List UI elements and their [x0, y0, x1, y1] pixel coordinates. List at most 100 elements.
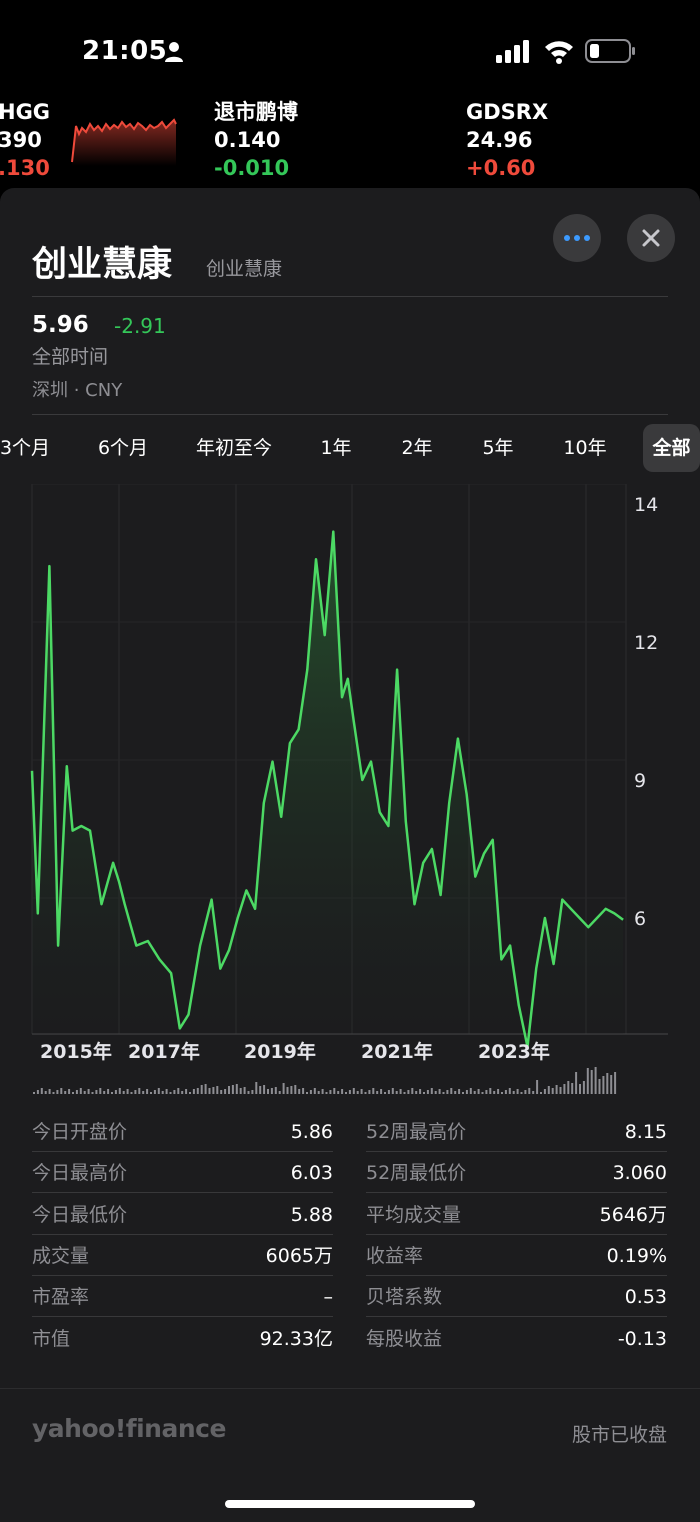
- volume-bar: [181, 1091, 184, 1094]
- stat-row: 市值 92.33亿: [32, 1319, 333, 1359]
- volume-bar: [313, 1088, 316, 1094]
- volume-bar: [157, 1088, 160, 1094]
- stat-row: 成交量 6065万: [32, 1236, 333, 1276]
- ticker-price: 24.96: [466, 128, 533, 152]
- volume-bar: [40, 1088, 43, 1094]
- volume-bar: [270, 1088, 273, 1094]
- ticker-item[interactable]: GDSRX 24.96 +0.60: [466, 98, 606, 182]
- y-tick-label: 14: [634, 494, 658, 516]
- volume-bar: [189, 1092, 191, 1094]
- stat-label: 成交量: [32, 1244, 90, 1267]
- volume-bar: [501, 1092, 503, 1094]
- yahoo-finance-logo[interactable]: yahoo!finance: [32, 1414, 226, 1443]
- stat-divider: [32, 1192, 333, 1194]
- volume-bar: [407, 1090, 410, 1094]
- ticker-item[interactable]: HGG 390 .130: [0, 98, 68, 182]
- more-button[interactable]: [553, 214, 601, 262]
- volume-bar: [442, 1092, 445, 1094]
- volume-bar: [477, 1089, 480, 1094]
- volume-bar: [571, 1083, 574, 1094]
- range-tab-ytd[interactable]: 年初至今: [195, 437, 272, 459]
- ticker-change: -0.010: [214, 156, 290, 180]
- range-tab-all[interactable]: 全部: [643, 424, 700, 472]
- exchange-currency: 深圳 · CNY: [32, 380, 123, 401]
- volume-bar: [99, 1088, 102, 1094]
- range-tab-3m[interactable]: 3个月: [0, 437, 51, 459]
- volume-bar: [243, 1087, 246, 1094]
- volume-bar: [606, 1073, 609, 1094]
- volume-bar: [532, 1091, 535, 1094]
- volume-bar: [33, 1092, 35, 1094]
- stat-value: -0.13: [617, 1327, 667, 1350]
- volume-bar: [274, 1087, 277, 1094]
- ticker-sparkline: [71, 118, 177, 166]
- range-tab-1y[interactable]: 1年: [320, 437, 352, 459]
- stat-value: 0.53: [624, 1286, 667, 1309]
- close-button[interactable]: [627, 214, 675, 262]
- stat-divider: [366, 1274, 667, 1276]
- x-tick-label: 2017年: [128, 1040, 200, 1063]
- volume-bar: [543, 1089, 546, 1094]
- volume-bar: [87, 1089, 90, 1094]
- range-tab-2y[interactable]: 2年: [401, 437, 433, 459]
- stat-value: 6.03: [290, 1162, 333, 1185]
- stat-divider: [32, 1151, 333, 1152]
- volume-bar: [434, 1091, 437, 1094]
- range-tab-10y[interactable]: 10年: [563, 437, 607, 459]
- volume-bar: [212, 1087, 215, 1094]
- volume-bar: [462, 1092, 464, 1094]
- volume-bar: [75, 1090, 78, 1094]
- range-tab-5y[interactable]: 5年: [482, 437, 514, 459]
- volume-bar: [348, 1090, 351, 1094]
- range-tab-6m[interactable]: 6个月: [97, 437, 149, 459]
- ticker-change: +0.60: [466, 156, 536, 180]
- volume-bar: [107, 1089, 110, 1094]
- volume-bar: [352, 1088, 355, 1094]
- stat-divider: [32, 1274, 333, 1276]
- volume-bar: [520, 1092, 523, 1094]
- volume-bar: [485, 1090, 488, 1094]
- stat-value: 0.19%: [606, 1244, 667, 1267]
- volume-bar: [489, 1088, 492, 1094]
- volume-bar: [150, 1092, 152, 1094]
- volume-bar: [559, 1087, 562, 1094]
- volume-bar: [598, 1079, 601, 1094]
- stat-label: 市盈率: [32, 1286, 90, 1309]
- volume-bar: [524, 1090, 527, 1094]
- ellipsis-icon: [564, 235, 590, 241]
- volume-bar: [512, 1091, 515, 1094]
- stat-value: –: [323, 1286, 334, 1309]
- volume-bar: [504, 1090, 507, 1094]
- volume-bar: [465, 1090, 468, 1094]
- status-time: 21:05: [82, 36, 168, 66]
- volume-bar: [278, 1091, 281, 1094]
- volume-bar: [235, 1084, 238, 1094]
- volume-bar: [473, 1091, 476, 1094]
- price-chart[interactable]: 14 12 9 6 2015年 2017年 2019年 2021年 2023年: [0, 484, 700, 1104]
- volume-bar: [376, 1091, 379, 1094]
- ticker-symbol: HGG: [0, 100, 51, 124]
- stat-value: 92.33亿: [259, 1327, 333, 1350]
- stat-value: 5646万: [599, 1203, 667, 1226]
- volume-bar: [508, 1088, 511, 1094]
- cellular-signal-icon: [496, 40, 529, 63]
- volume-bar: [204, 1084, 207, 1094]
- ticker-item[interactable]: 退市鹏博 0.140 -0.010: [214, 98, 364, 182]
- ticker-price: 390: [0, 128, 42, 152]
- volume-bar: [493, 1091, 496, 1094]
- volume-bar: [391, 1088, 394, 1094]
- volume-bar: [356, 1091, 359, 1094]
- volume-bar: [177, 1088, 180, 1094]
- stat-label: 今日开盘价: [32, 1121, 128, 1143]
- volume-bar: [536, 1080, 539, 1094]
- divider: [32, 296, 668, 297]
- wifi-icon: [545, 41, 573, 64]
- stat-divider: [366, 1233, 667, 1235]
- stat-row: 52周最低价 3.060: [366, 1153, 667, 1194]
- volume-bar: [430, 1088, 433, 1094]
- volume-bar: [368, 1090, 371, 1094]
- home-indicator[interactable]: [225, 1500, 475, 1508]
- period-label: 全部时间: [32, 346, 109, 368]
- volume-bar: [259, 1086, 262, 1094]
- current-price: 5.96: [32, 312, 89, 338]
